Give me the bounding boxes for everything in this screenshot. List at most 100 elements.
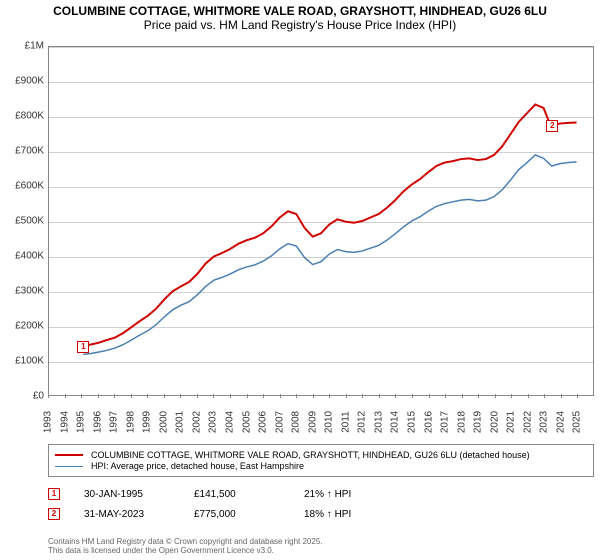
x-tick (329, 394, 330, 398)
x-tick-label: 2014 (390, 411, 401, 433)
x-tick (98, 394, 99, 398)
x-tick-label: 2000 (158, 411, 169, 433)
series-hpi (83, 155, 576, 354)
y-tick-label: £300K (15, 286, 44, 297)
y-tick-label: £400K (15, 251, 44, 262)
x-tick-label: 1994 (59, 411, 70, 433)
x-tick (280, 394, 281, 398)
x-tick-label: 2024 (555, 411, 566, 433)
chart-svg (49, 47, 593, 395)
legend-label: COLUMBINE COTTAGE, WHITMORE VALE ROAD, G… (91, 450, 530, 460)
x-tick-label: 2015 (407, 411, 418, 433)
title-block: COLUMBINE COTTAGE, WHITMORE VALE ROAD, G… (0, 0, 600, 32)
x-tick (263, 394, 264, 398)
x-tick (544, 394, 545, 398)
x-tick (230, 394, 231, 398)
legend-label: HPI: Average price, detached house, East… (91, 461, 304, 471)
x-tick-label: 1993 (43, 411, 54, 433)
x-tick (412, 394, 413, 398)
x-tick (379, 394, 380, 398)
x-tick-label: 2020 (489, 411, 500, 433)
y-tick-label: £100K (15, 356, 44, 367)
x-tick (346, 394, 347, 398)
x-tick (561, 394, 562, 398)
data-point-row-2: 2 31-MAY-2023 £775,000 18% ↑ HPI (48, 508, 594, 520)
x-tick (313, 394, 314, 398)
x-tick-label: 2023 (539, 411, 550, 433)
x-axis-labels: 1993199419951996199719981999200020012002… (48, 398, 594, 446)
x-tick-label: 2016 (423, 411, 434, 433)
dp2-date: 31-MAY-2023 (84, 509, 194, 520)
x-tick (81, 394, 82, 398)
x-tick-label: 2008 (291, 411, 302, 433)
x-tick-label: 2002 (191, 411, 202, 433)
x-tick (296, 394, 297, 398)
y-axis-labels: £0£100K£200K£300K£400K£500K£600K£700K£80… (0, 46, 46, 396)
footer-line1: Contains HM Land Registry data © Crown c… (48, 537, 323, 547)
x-tick (395, 394, 396, 398)
x-tick (511, 394, 512, 398)
chart-marker-1: 1 (77, 341, 89, 353)
x-tick (445, 394, 446, 398)
x-tick-label: 2019 (473, 411, 484, 433)
x-tick-label: 2010 (324, 411, 335, 433)
marker-badge-1: 1 (48, 488, 60, 500)
y-tick-label: £0 (33, 391, 44, 402)
x-tick-label: 2006 (258, 411, 269, 433)
x-tick (577, 394, 578, 398)
x-tick (131, 394, 132, 398)
dp2-delta: 18% ↑ HPI (304, 509, 414, 520)
y-tick-label: £800K (15, 111, 44, 122)
x-tick-label: 2007 (274, 411, 285, 433)
x-tick-label: 2018 (456, 411, 467, 433)
dp1-delta: 21% ↑ HPI (304, 489, 414, 500)
x-tick (429, 394, 430, 398)
x-tick (164, 394, 165, 398)
y-tick-label: £700K (15, 146, 44, 157)
x-tick-label: 1996 (92, 411, 103, 433)
y-tick-label: £200K (15, 321, 44, 332)
x-tick (462, 394, 463, 398)
legend-item: COLUMBINE COTTAGE, WHITMORE VALE ROAD, G… (55, 450, 587, 460)
x-tick (247, 394, 248, 398)
x-tick-label: 2013 (373, 411, 384, 433)
x-tick-label: 2009 (307, 411, 318, 433)
legend-swatch (55, 466, 83, 467)
x-tick-label: 2022 (522, 411, 533, 433)
dp2-price: £775,000 (194, 509, 304, 520)
x-tick (147, 394, 148, 398)
x-tick-label: 1997 (109, 411, 120, 433)
title-subtitle: Price paid vs. HM Land Registry's House … (10, 18, 590, 32)
x-tick (528, 394, 529, 398)
y-tick-label: £500K (15, 216, 44, 227)
x-tick (65, 394, 66, 398)
x-tick-label: 2012 (357, 411, 368, 433)
x-tick (478, 394, 479, 398)
legend-item: HPI: Average price, detached house, East… (55, 461, 587, 471)
y-tick-label: £600K (15, 181, 44, 192)
legend-swatch (55, 454, 83, 456)
x-tick-label: 2017 (440, 411, 451, 433)
x-tick (362, 394, 363, 398)
y-tick-label: £1M (25, 41, 44, 52)
x-tick-label: 2021 (506, 411, 517, 433)
footer-line2: This data is licensed under the Open Gov… (48, 546, 323, 556)
title-address: COLUMBINE COTTAGE, WHITMORE VALE ROAD, G… (10, 4, 590, 18)
x-tick-label: 2001 (175, 411, 186, 433)
dp1-price: £141,500 (194, 489, 304, 500)
x-tick (114, 394, 115, 398)
x-tick (48, 394, 49, 398)
chart-container: COLUMBINE COTTAGE, WHITMORE VALE ROAD, G… (0, 0, 600, 560)
x-tick-label: 2004 (225, 411, 236, 433)
x-tick-label: 2011 (340, 411, 351, 433)
x-tick-label: 2003 (208, 411, 219, 433)
plot-area: 12 (48, 46, 594, 396)
x-tick (213, 394, 214, 398)
x-tick (197, 394, 198, 398)
x-tick-label: 1995 (76, 411, 87, 433)
x-tick (180, 394, 181, 398)
dp1-date: 30-JAN-1995 (84, 489, 194, 500)
x-tick-label: 1998 (125, 411, 136, 433)
marker-badge-2: 2 (48, 508, 60, 520)
chart-marker-2: 2 (546, 120, 558, 132)
